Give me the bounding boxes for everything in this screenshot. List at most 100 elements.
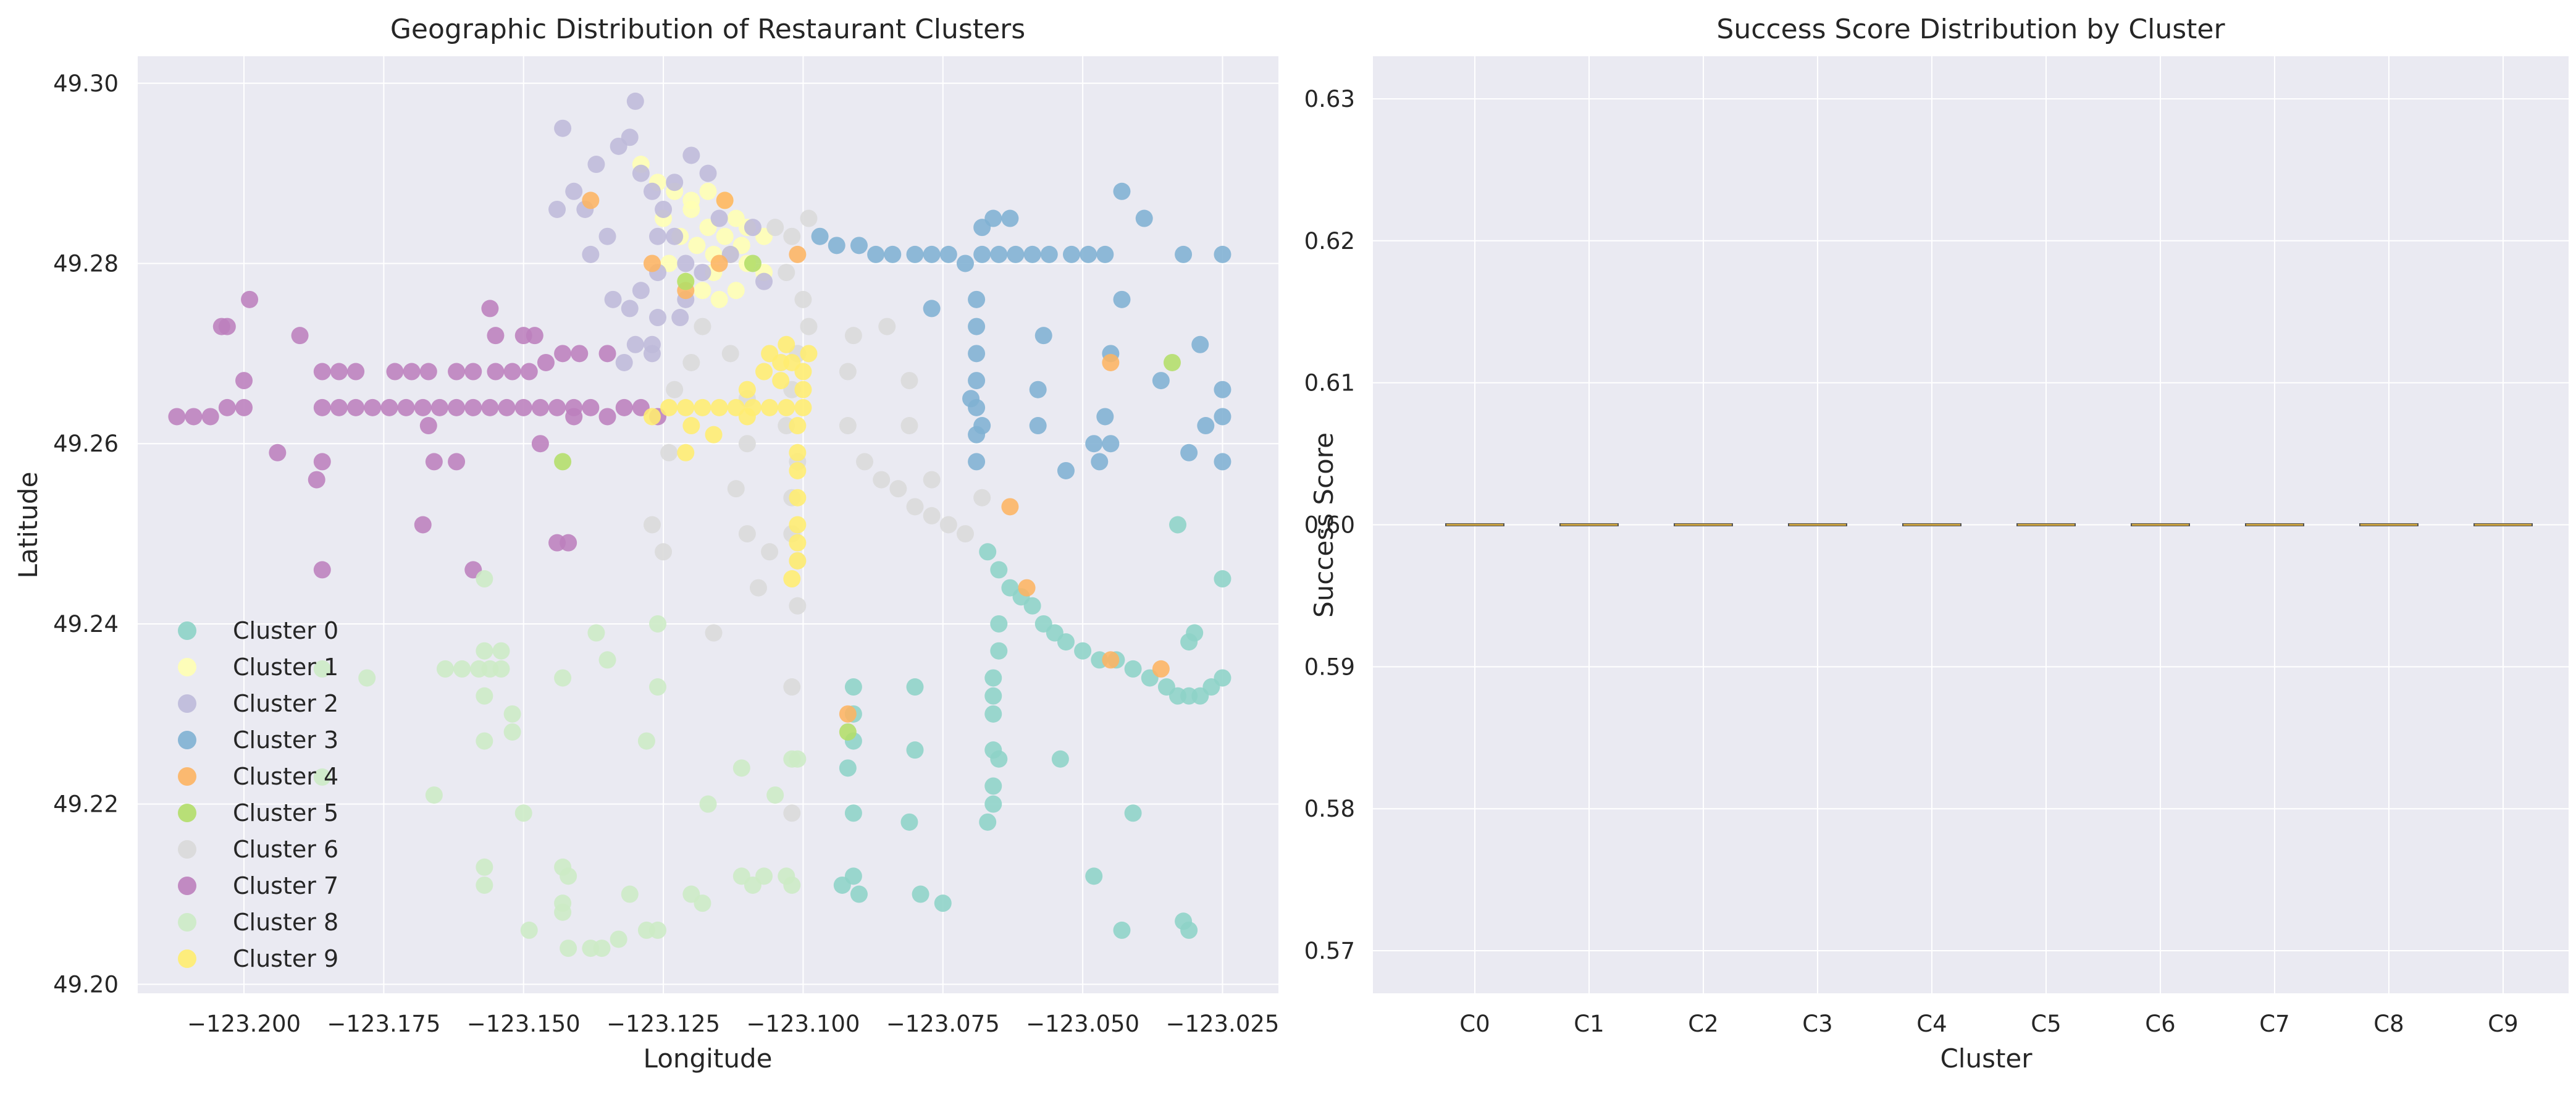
scatter-point [655, 200, 673, 218]
scatter-point [1018, 579, 1036, 597]
scatter-point [844, 678, 862, 696]
boxplot-y-tick-label: 0.63 [1304, 86, 1355, 112]
scatter-series-cluster-4 [582, 191, 1170, 723]
scatter-point [761, 345, 779, 363]
scatter-point [694, 894, 711, 912]
boxplot-y-ticks: 0.57 0.58 0.59 0.60 0.61 0.62 0.63 [1304, 86, 1355, 964]
scatter-point [856, 453, 874, 471]
scatter-point [906, 245, 924, 263]
scatter-point [884, 245, 902, 263]
scatter-point [682, 146, 700, 164]
legend-marker-cluster-1 [178, 658, 196, 676]
scatter-point [990, 642, 1008, 660]
scatter-point [867, 245, 885, 263]
scatter-point [727, 480, 745, 498]
scatter-point [610, 930, 627, 948]
scatter-point [671, 309, 689, 327]
scatter-point [492, 642, 510, 660]
scatter-point [789, 245, 807, 263]
scatter-point [1063, 245, 1081, 263]
legend-label-cluster-1: Cluster 1 [233, 654, 338, 681]
scatter-x-tick-label: −123.150 [467, 1011, 581, 1037]
scatter-x-tick-label: −123.100 [746, 1011, 860, 1037]
scatter-point [666, 381, 684, 398]
scatter-point [794, 381, 812, 398]
scatter-point [615, 398, 633, 416]
scatter-point [632, 164, 650, 182]
scatter-point [201, 408, 219, 426]
scatter-point [968, 318, 986, 335]
boxplot-y-tick-label: 0.59 [1304, 654, 1355, 680]
scatter-point [492, 660, 510, 678]
scatter-point [660, 444, 678, 461]
scatter-point [939, 245, 957, 263]
scatter-x-tick-label: −123.075 [886, 1011, 1000, 1037]
scatter-point [358, 669, 376, 687]
scatter-point [1023, 245, 1041, 263]
scatter-point [716, 227, 734, 245]
legend-label-cluster-7: Cluster 7 [233, 872, 338, 899]
scatter-point [397, 398, 415, 416]
scatter-point [906, 498, 924, 516]
scatter-point [503, 723, 521, 741]
scatter-y-tick-label: 49.22 [53, 791, 119, 818]
scatter-point [923, 471, 941, 489]
scatter-x-tick-label: −123.200 [187, 1011, 301, 1037]
scatter-point [291, 327, 309, 345]
scatter-x-tick-label: −123.175 [327, 1011, 440, 1037]
scatter-point [587, 624, 605, 642]
scatter-point [531, 435, 549, 453]
scatter-point [666, 174, 684, 191]
scatter-point [710, 255, 728, 272]
scatter-point [419, 417, 437, 435]
scatter-point [514, 398, 532, 416]
scatter-point [1007, 245, 1025, 263]
scatter-x-ticks: −123.200 −123.175 −123.150 −123.125 −123.100… [187, 1011, 1279, 1037]
scatter-point [939, 516, 957, 534]
scatter-series-cluster-9 [643, 335, 818, 588]
scatter-point [839, 723, 857, 741]
scatter-point [554, 453, 572, 471]
scatter-point [682, 200, 700, 218]
scatter-point [962, 390, 980, 408]
scatter-point [923, 507, 941, 524]
scatter-point [744, 255, 761, 272]
scatter-point [968, 345, 986, 363]
scatter-point [526, 327, 543, 345]
scatter-point [436, 660, 454, 678]
boxplot-x-tick-label: C0 [1459, 1011, 1490, 1037]
scatter-point [481, 398, 499, 416]
scatter-point [1214, 381, 1231, 398]
scatter-point [984, 705, 1002, 723]
scatter-point [531, 398, 549, 416]
boxplot-x-tick-label: C9 [2488, 1011, 2518, 1037]
scatter-point [738, 435, 756, 453]
scatter-point [1040, 245, 1058, 263]
scatter-point [1029, 381, 1047, 398]
scatter-point [1135, 209, 1153, 227]
scatter-point [1163, 353, 1181, 371]
boxplot-x-tick-label: C3 [1802, 1011, 1832, 1037]
scatter-point [548, 200, 566, 218]
scatter-y-tick-label: 49.26 [53, 431, 119, 457]
scatter-point [643, 408, 661, 426]
scatter-point [979, 813, 997, 831]
scatter-point [1175, 912, 1193, 930]
scatter-point [811, 227, 829, 245]
boxplot-x-ticks: C0 C1 C2 C3 C4 C5 C6 C7 C8 C9 [1459, 1011, 2518, 1037]
scatter-point [1197, 417, 1215, 435]
scatter-point [548, 398, 566, 416]
boxplot-x-tick-label: C7 [2259, 1011, 2289, 1037]
boxplot-y-axis-label: Success Score [1309, 432, 1339, 618]
scatter-point [850, 885, 868, 903]
scatter-point [1057, 461, 1075, 479]
legend-marker-cluster-7 [178, 877, 196, 895]
scatter-point [710, 398, 728, 416]
scatter-point [968, 290, 986, 308]
scatter-point [984, 669, 1002, 687]
scatter-point [1124, 804, 1142, 822]
scatter-point [386, 363, 404, 381]
scatter-point [984, 687, 1002, 705]
scatter-point [554, 345, 572, 363]
